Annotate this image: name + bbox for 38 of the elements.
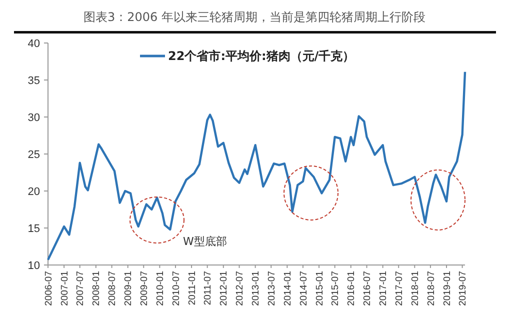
x-tick-label: 2008-01 <box>91 271 102 306</box>
x-tick-label: 2009-07 <box>138 271 150 306</box>
x-tick-label: 2015-07 <box>330 271 342 306</box>
x-tick-label: 2006-07 <box>43 271 54 306</box>
y-tick-label: 10 <box>28 260 40 272</box>
y-tick-label: 15 <box>28 222 40 235</box>
y-tick-label: 40 <box>28 38 40 50</box>
x-tick-label: 2007-01 <box>59 271 70 306</box>
x-tick-label: 2009-01 <box>123 271 134 306</box>
x-tick-label: 2015-01 <box>314 271 326 306</box>
x-tick-label: 2014-07 <box>298 271 310 306</box>
x-tick-label: 2017-07 <box>394 271 405 306</box>
x-tick-label: 2007-07 <box>75 271 86 306</box>
x-tick-label: 2016-01 <box>346 271 358 306</box>
x-tick-label: 2011-07 <box>202 271 214 306</box>
x-tick-label: 2016-07 <box>362 271 374 306</box>
x-tick-label: 2013-07 <box>266 271 278 306</box>
x-tick-label: 2008-07 <box>107 271 118 306</box>
x-tick-label: 2010-01 <box>155 271 166 306</box>
x-tick-label: 2011-01 <box>186 271 198 306</box>
line-series <box>46 70 466 261</box>
annotation: W型底部 <box>183 235 227 248</box>
x-tick-label: 2017-01 <box>378 271 390 306</box>
x-tick-label: 2013-01 <box>250 271 262 306</box>
x-tick-label: 2012-07 <box>234 271 246 306</box>
x-tick-label: 2010-07 <box>170 271 182 306</box>
y-tick-label: 25 <box>28 148 40 161</box>
x-tick-label: 2014-01 <box>282 271 294 306</box>
x-tick-label: 2012-01 <box>218 271 230 306</box>
y-tick-label: 20 <box>28 186 40 198</box>
legend-label: 22个省市:平均价:猪肉（元/千克） <box>168 49 355 64</box>
y-tick-label: 30 <box>28 112 40 124</box>
x-tick-label: 2018-07 <box>426 271 437 306</box>
y-tick-label: 35 <box>28 74 40 87</box>
x-tick-label: 2019-07 <box>458 271 469 306</box>
x-tick-label: 2019-01 <box>442 271 453 306</box>
x-tick-label: 2018-01 <box>410 271 421 306</box>
chart-title: 图表3：2006 年以来三轮猪周期，当前是第四轮猪周期上行阶段 <box>84 10 426 24</box>
